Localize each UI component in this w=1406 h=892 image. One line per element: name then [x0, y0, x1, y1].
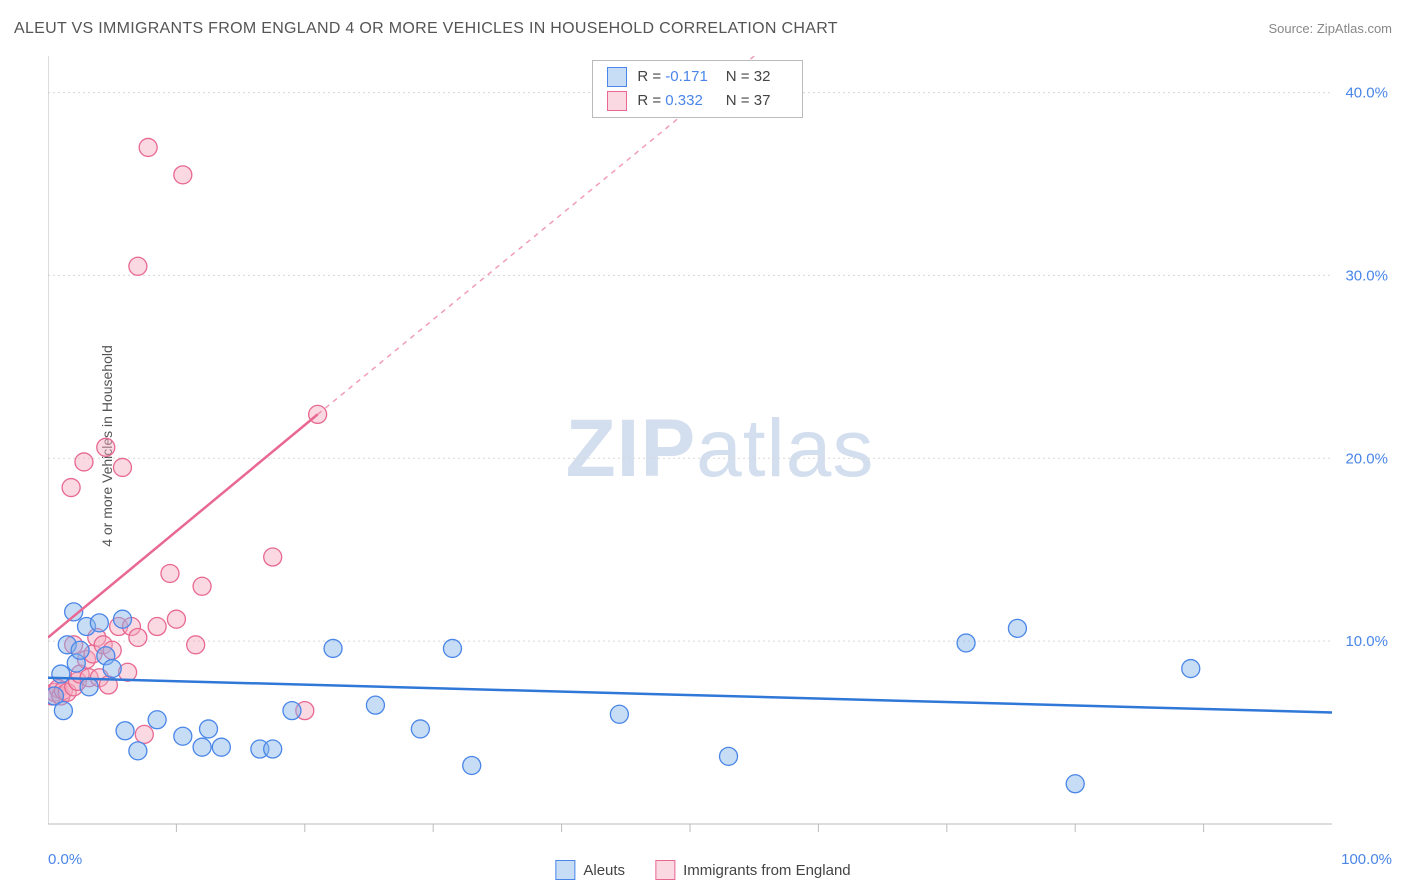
series-legend: Aleuts Immigrants from England	[555, 860, 850, 880]
legend-swatch-pink-icon	[655, 860, 675, 880]
svg-text:20.0%: 20.0%	[1345, 450, 1388, 467]
plot-area: ZIPatlas 10.0% 20.0% 30.0% 40.0% R = -0.171…	[48, 56, 1392, 844]
stats-legend: R = -0.171 N = 32 R = 0.332 N = 37	[592, 60, 803, 118]
watermark: ZIPatlas	[566, 403, 875, 494]
axis-ticks	[176, 824, 1203, 832]
trendline-blue	[48, 678, 1332, 713]
legend-item-blue: Aleuts	[555, 860, 625, 880]
x-min-label: 0.0%	[48, 851, 82, 868]
trendline-pink	[48, 414, 318, 637]
gridlines	[48, 93, 1332, 642]
source-label: Source: ZipAtlas.com	[1268, 21, 1392, 36]
chart-title: ALEUT VS IMMIGRANTS FROM ENGLAND 4 OR MO…	[14, 20, 838, 38]
legend-item-pink: Immigrants from England	[655, 860, 851, 880]
svg-text:40.0%: 40.0%	[1345, 85, 1388, 102]
legend-swatch-blue-icon	[555, 860, 575, 880]
scatter-blue	[48, 603, 1200, 793]
y-tick-labels: 10.0% 20.0% 30.0% 40.0%	[1345, 85, 1388, 651]
x-max-label: 100.0%	[1341, 851, 1392, 868]
svg-text:10.0%: 10.0%	[1345, 633, 1388, 650]
swatch-blue-icon	[607, 67, 627, 87]
swatch-pink-icon	[607, 91, 627, 111]
svg-text:30.0%: 30.0%	[1345, 267, 1388, 284]
